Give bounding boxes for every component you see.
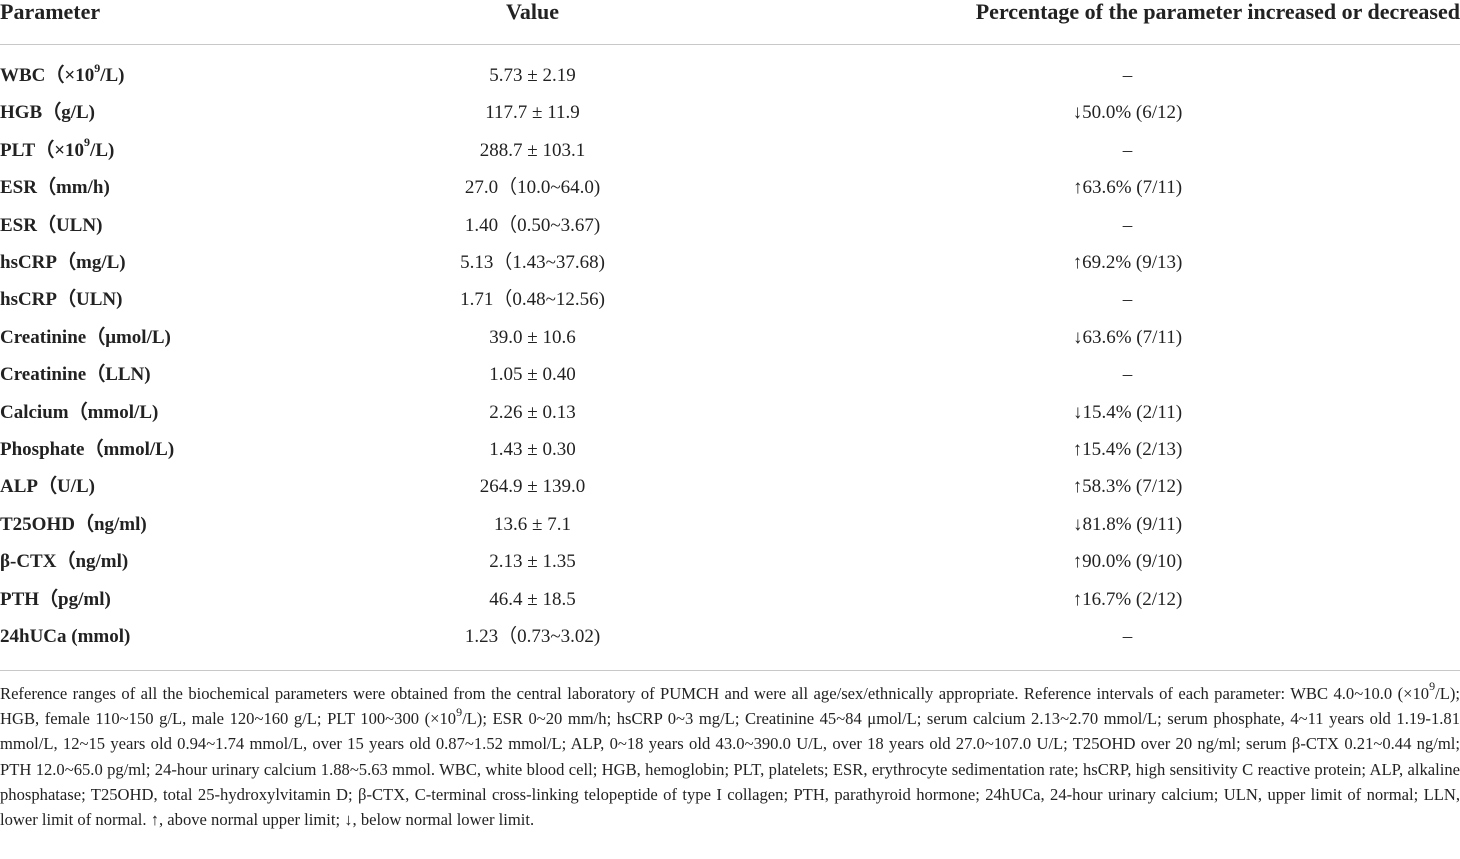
percentage-cell: ↑90.0% (9/10): [1072, 551, 1183, 573]
parameter-unit-tail: /L): [90, 139, 115, 161]
parameter-cell: Creatinine（μmol/L): [0, 319, 400, 356]
parameter-cell: HGB（g/L): [0, 94, 400, 131]
table-row: PTH（pg/ml) 46.4 ± 18.5 ↑16.7% (2/12): [0, 581, 1460, 618]
footnote-superscript-2: 9: [456, 704, 463, 719]
parameter-name: hsCRP（ULN): [0, 289, 123, 311]
parameter-name: β-CTX（ng/ml): [0, 551, 129, 573]
parameter-name: T25OHD（ng/ml): [0, 513, 147, 535]
value-cell: 1.40（0.50~3.67): [464, 214, 601, 236]
percentage-cell: –: [1122, 214, 1133, 236]
parameter-cell: PLT（×109/L): [0, 132, 400, 169]
percentage-cell: ↓50.0% (6/12): [1072, 102, 1183, 124]
value-cell: 1.43 ± 0.30: [489, 439, 576, 461]
percentage-cell: ↑63.6% (7/11): [1072, 177, 1183, 199]
percentage-cell: –: [1122, 139, 1133, 161]
footnote-superscript-1: 9: [1429, 679, 1436, 694]
parameter-cell: Calcium（mmol/L): [0, 394, 400, 431]
table-row: Calcium（mmol/L) 2.26 ± 0.13 ↓15.4% (2/11): [0, 394, 1460, 431]
percentage-cell: ↓63.6% (7/11): [1072, 326, 1183, 348]
parameter-unit-exponent: 9: [84, 135, 91, 150]
percentage-cell: –: [665, 618, 1460, 671]
footnote-text-1: Reference ranges of all the biochemical …: [0, 684, 1430, 703]
table-row: Creatinine（LLN) 1.05 ± 0.40 –: [0, 356, 1460, 393]
parameter-name: PLT（×10: [0, 139, 85, 161]
footnote-text-3: /L); ESR 0~20 mm/h; hsCRP 0~3 mg/L; Crea…: [0, 709, 1460, 830]
percentage-cell: ↑69.2% (9/13): [1072, 252, 1183, 274]
parameter-name: ESR（ULN): [0, 214, 103, 236]
table-row: 24hUCa (mmol) 1.23（0.73~3.02) –: [0, 618, 1460, 671]
percentage-cell: –: [1122, 364, 1133, 386]
table-row: Creatinine（μmol/L) 39.0 ± 10.6 ↓63.6% (7/1…: [0, 319, 1460, 356]
parameter-name: WBC（×10: [0, 65, 95, 86]
parameter-cell: β-CTX（ng/ml): [0, 543, 400, 580]
biochemical-parameters-table-wrapper: Parameter Value Percentage of the parame…: [0, 0, 1460, 671]
parameter-cell: WBC（×109/L): [0, 45, 400, 95]
footnote-text-2: /L); HGB, female 110~150 g/L, male 120~1…: [0, 684, 1460, 729]
value-cell: 288.7 ± 103.1: [479, 139, 586, 161]
parameter-unit-exponent: 9: [94, 60, 101, 75]
parameter-cell: 24hUCa (mmol): [0, 618, 400, 671]
value-cell: 39.0 ± 10.6: [489, 326, 576, 348]
percentage-cell: ↑15.4% (2/13): [1072, 439, 1183, 461]
value-cell: 117.7 ± 11.9: [485, 102, 580, 124]
parameter-cell: T25OHD（ng/ml): [0, 506, 400, 543]
value-cell: 1.71（0.48~12.56): [460, 289, 605, 311]
header-parameter: Parameter: [0, 0, 400, 45]
percentage-cell: ↓15.4% (2/11): [1072, 401, 1183, 423]
table-row: PLT（×109/L) 288.7 ± 103.1 –: [0, 132, 1460, 169]
parameter-unit-tail: /L): [100, 65, 125, 86]
value-cell: 1.05 ± 0.40: [489, 364, 576, 386]
value-cell: 5.73 ± 2.19: [489, 65, 576, 86]
parameter-name: Calcium（mmol/L): [0, 401, 159, 423]
parameter-name: Creatinine（LLN): [0, 364, 151, 386]
table-row: HGB（g/L) 117.7 ± 11.9 ↓50.0% (6/12): [0, 94, 1460, 131]
parameter-name: PTH（pg/ml): [0, 588, 111, 610]
percentage-cell: ↑16.7% (2/12): [1072, 588, 1183, 610]
parameter-name: ESR（mm/h): [0, 177, 110, 199]
parameter-name: hsCRP（mg/L): [0, 252, 126, 274]
value-cell: 13.6 ± 7.1: [494, 513, 571, 535]
value-cell: 2.13 ± 1.35: [489, 551, 576, 573]
table-header-row: Parameter Value Percentage of the parame…: [0, 0, 1460, 45]
value-cell: 1.23（0.73~3.02): [400, 618, 665, 671]
parameter-name: Phosphate（mmol/L): [0, 439, 175, 461]
parameter-cell: Phosphate（mmol/L): [0, 431, 400, 468]
table-row: WBC（×109/L) 5.73 ± 2.19 –: [0, 45, 1460, 95]
value-cell: 264.9 ± 139.0: [479, 476, 586, 498]
value-cell: 2.26 ± 0.13: [489, 401, 576, 423]
parameter-cell: hsCRP（mg/L): [0, 244, 400, 281]
parameter-name: HGB（g/L): [0, 102, 96, 124]
table-row: T25OHD（ng/ml) 13.6 ± 7.1 ↓81.8% (9/11): [0, 506, 1460, 543]
value-cell: 5.13（1.43~37.68): [460, 252, 605, 274]
header-percentage: Percentage of the parameter increased or…: [665, 0, 1460, 45]
table-row: Phosphate（mmol/L) 1.43 ± 0.30 ↑15.4% (2/13…: [0, 431, 1460, 468]
biochemical-parameters-table: Parameter Value Percentage of the parame…: [0, 0, 1460, 671]
table-row: β-CTX（ng/ml) 2.13 ± 1.35 ↑90.0% (9/10): [0, 543, 1460, 580]
table-footnote: Reference ranges of all the biochemical …: [0, 679, 1460, 832]
table-row: hsCRP（ULN) 1.71（0.48~12.56) –: [0, 281, 1460, 318]
value-cell: 46.4 ± 18.5: [489, 588, 576, 610]
parameter-cell: ESR（mm/h): [0, 169, 400, 206]
parameter-cell: PTH（pg/ml): [0, 581, 400, 618]
parameter-name: ALP（U/L): [0, 476, 96, 498]
percentage-cell: –: [1122, 289, 1133, 311]
table-row: ESR（ULN) 1.40（0.50~3.67) –: [0, 207, 1460, 244]
header-value: Value: [400, 0, 665, 45]
percentage-cell: –: [1122, 65, 1133, 86]
percentage-cell: ↓81.8% (9/11): [1072, 513, 1183, 535]
parameter-name: Creatinine（μmol/L): [0, 326, 171, 348]
parameter-cell: ALP（U/L): [0, 468, 400, 505]
parameter-name: 24hUCa (mmol): [0, 626, 131, 648]
parameter-cell: ESR（ULN): [0, 207, 400, 244]
parameter-cell: Creatinine（LLN): [0, 356, 400, 393]
table-body: WBC（×109/L) 5.73 ± 2.19– HGB（g/L) 117.7 ± 1…: [0, 45, 1460, 671]
parameter-cell: hsCRP（ULN): [0, 281, 400, 318]
percentage-cell: ↑58.3% (7/12): [1072, 476, 1183, 498]
value-cell: 27.0（10.0~64.0): [464, 177, 601, 199]
table-row: hsCRP（mg/L) 5.13（1.43~37.68) ↑69.2% (9/13): [0, 244, 1460, 281]
table-row: ESR（mm/h) 27.0（10.0~64.0) ↑63.6% (7/11): [0, 169, 1460, 206]
table-row: ALP（U/L) 264.9 ± 139.0 ↑58.3% (7/12): [0, 468, 1460, 505]
